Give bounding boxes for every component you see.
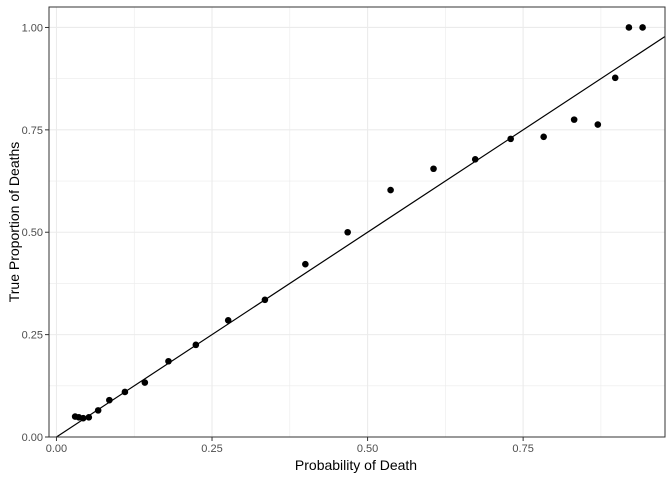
data-point bbox=[471, 156, 479, 163]
y-axis: 0.00 0.25 0.50 0.75 1.00 bbox=[22, 22, 49, 444]
data-point bbox=[594, 121, 602, 128]
data-point bbox=[507, 135, 514, 143]
data-point bbox=[611, 74, 619, 82]
data-point bbox=[344, 228, 351, 236]
plot-panel-border bbox=[48, 6, 666, 438]
y-tick-label: 0.25 bbox=[22, 330, 43, 342]
reference-line bbox=[56, 35, 666, 438]
data-point bbox=[94, 407, 102, 414]
y-tick-label: 1.00 bbox=[22, 22, 43, 34]
data-point bbox=[79, 414, 87, 422]
x-axis: 0.00 0.25 0.50 0.75 bbox=[46, 437, 534, 455]
data-point bbox=[141, 379, 149, 386]
data-point bbox=[625, 24, 633, 31]
y-tick-label: 0.50 bbox=[22, 227, 43, 239]
reference-line-group bbox=[56, 35, 666, 438]
data-point bbox=[192, 341, 200, 349]
gridlines-major bbox=[49, 7, 665, 438]
x-tick-label: 0.75 bbox=[512, 443, 533, 455]
data-point bbox=[387, 186, 394, 194]
data-point bbox=[106, 396, 113, 404]
data-point bbox=[302, 260, 309, 268]
data-points bbox=[71, 24, 646, 422]
x-tick-label: 0.00 bbox=[46, 443, 67, 455]
data-point bbox=[121, 388, 129, 396]
y-tick-label: 0.00 bbox=[22, 432, 43, 444]
data-point bbox=[430, 165, 437, 173]
data-point bbox=[165, 357, 172, 365]
x-tick-label: 0.25 bbox=[201, 443, 222, 455]
y-axis-title: True Proportion of Deaths bbox=[6, 142, 22, 303]
data-point bbox=[261, 296, 269, 304]
data-point bbox=[570, 116, 578, 123]
data-point bbox=[85, 414, 93, 421]
y-tick-label: 0.75 bbox=[22, 125, 43, 137]
data-point bbox=[639, 24, 646, 31]
x-axis-title: Probability of Death bbox=[295, 457, 417, 473]
x-tick-label: 0.50 bbox=[357, 443, 378, 455]
data-point bbox=[224, 316, 232, 324]
data-point bbox=[540, 133, 547, 141]
gridlines-minor bbox=[49, 7, 665, 437]
